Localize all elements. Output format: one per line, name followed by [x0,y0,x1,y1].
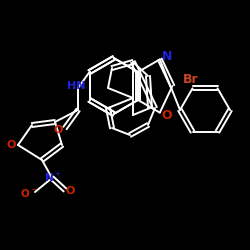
Text: O: O [53,125,63,135]
Text: O: O [65,186,75,196]
Text: O: O [162,109,172,122]
Text: N: N [162,50,172,63]
Text: Br: Br [183,73,198,86]
Text: O: O [6,140,16,150]
Text: HN: HN [67,81,85,91]
Text: N$^+$: N$^+$ [44,170,62,183]
Text: O$^-$: O$^-$ [20,187,38,199]
